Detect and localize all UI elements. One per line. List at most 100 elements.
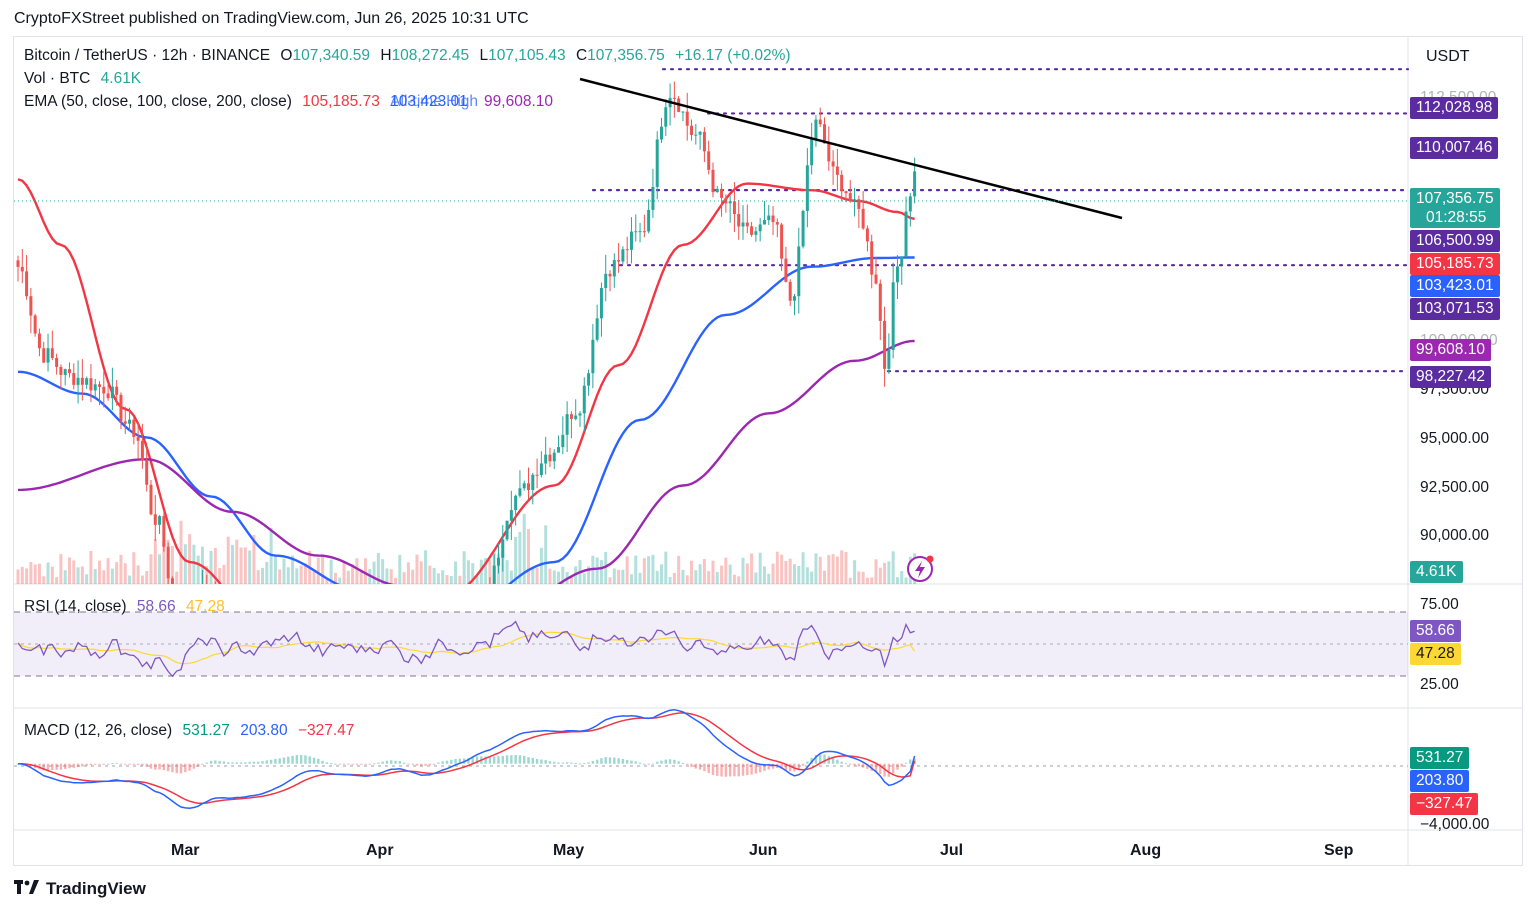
volume-bar <box>295 568 299 584</box>
volume-bar <box>436 573 440 584</box>
macd-hist-bar <box>145 763 148 767</box>
volume-bar <box>595 557 599 584</box>
macd-hist-bar <box>651 763 655 765</box>
candle-body <box>771 215 775 223</box>
candle-body <box>870 241 874 275</box>
volume-bar <box>677 555 681 584</box>
macd-hist-bar <box>308 756 311 764</box>
candle-body <box>115 386 119 395</box>
macd-hist-bar <box>458 758 462 764</box>
macd-hist-bar <box>390 760 393 764</box>
ema-label: EMA (50, close, 100, close, 200, close) <box>24 93 292 110</box>
macd-hist-bar <box>750 763 753 775</box>
macd-hist-bar <box>437 762 440 764</box>
volume-bar <box>149 554 153 584</box>
change-value: +16.17 (+0.02%) <box>675 47 791 64</box>
volume-bar <box>325 577 329 584</box>
volume-bar <box>42 576 46 584</box>
time-tick: Jul <box>940 842 964 859</box>
candle-body <box>634 231 638 233</box>
macd-hist-bar <box>733 763 736 777</box>
close-value: 107,356.75 <box>587 47 665 64</box>
volume-bar <box>784 560 788 584</box>
volume-bar <box>745 563 749 584</box>
candle-body <box>428 713 431 714</box>
price-candles <box>16 81 917 714</box>
volume-bar <box>145 571 149 584</box>
candle-body <box>158 516 162 525</box>
candle-body <box>861 208 865 229</box>
macd-hist-bar <box>836 759 839 764</box>
volume-bar <box>582 573 586 584</box>
volume-bar <box>398 554 402 584</box>
volume-bar <box>544 525 548 584</box>
candle-body <box>76 377 80 385</box>
macd-hist-bar <box>364 763 367 765</box>
volume-bar <box>63 570 67 584</box>
macd-label: MACD (12, 26, close) <box>24 722 173 739</box>
macd-hist-bar <box>381 761 384 764</box>
macd-hist-bar <box>621 759 625 764</box>
macd-hist-bar <box>192 763 196 769</box>
volume-bar <box>488 559 492 584</box>
candle-body <box>59 366 63 375</box>
price-tick: 95,000.00 <box>1420 430 1489 447</box>
volume-bar <box>900 571 904 584</box>
candle-body <box>37 333 41 349</box>
volume-bar <box>518 532 522 584</box>
candle-body <box>720 188 724 198</box>
volume-bar <box>895 577 899 584</box>
candle-body <box>737 214 741 227</box>
ema100-value: 103,423.01 <box>390 93 468 110</box>
macd-hist-bar <box>698 763 702 770</box>
macd-hist-bar <box>728 763 732 777</box>
volume-bar <box>707 571 711 584</box>
volume-bar <box>557 571 561 584</box>
candle-body <box>16 260 20 267</box>
volume-bar <box>363 558 367 584</box>
volume-bar <box>282 558 286 584</box>
candle-body <box>476 604 479 611</box>
macd-tag: 531.27 <box>1410 747 1470 769</box>
macd-hist-bar <box>55 763 58 770</box>
macd-hist-bar <box>720 763 723 777</box>
macd-hist-bar <box>780 763 783 769</box>
volume-bar <box>827 555 831 584</box>
volume-bar <box>179 520 183 584</box>
candle-body <box>153 514 157 525</box>
time-tick: Aug <box>1130 842 1162 859</box>
volume-legend[interactable]: Vol · BTC 4.61K <box>24 70 147 88</box>
macd-hist-bar <box>638 762 642 764</box>
macd-hist-bar <box>63 763 67 769</box>
macd-hist-bar <box>570 762 573 764</box>
macd-hist-bar <box>141 763 144 766</box>
time-tick: Apr <box>366 842 394 859</box>
ema-legend[interactable]: EMA (50, close, 100, close, 200, close) … <box>24 93 559 111</box>
volume-bar <box>612 568 616 584</box>
volume-bar <box>737 576 741 584</box>
tradingview-brand[interactable]: TradingView <box>14 878 146 899</box>
volume-bar <box>29 562 33 584</box>
flash-alert-icon[interactable] <box>907 555 934 582</box>
volume-bar <box>338 577 342 584</box>
symbol-legend[interactable]: Bitcoin / TetherUS · 12h · BINANCE O107,… <box>24 47 797 65</box>
volume-bar <box>278 569 282 584</box>
macd-hist-bar <box>269 759 273 764</box>
candle-body <box>480 603 483 605</box>
volume-bar <box>539 547 543 584</box>
currency-unit[interactable]: USDT <box>1426 48 1470 65</box>
volume-bar <box>265 561 269 584</box>
open-value: 107,340.59 <box>292 47 371 64</box>
macd-legend[interactable]: MACD (12, 26, close) 531.27 203.80 −327.… <box>24 722 360 740</box>
candle-body <box>595 318 599 340</box>
macd-hist-bar <box>115 762 118 764</box>
last-price-tag: 107,356.75 01:28:55 <box>1410 188 1500 228</box>
volume-bar <box>20 566 24 584</box>
candle-body <box>621 249 625 262</box>
rsi-legend[interactable]: RSI (14, close) 58.66 47.28 <box>24 598 231 616</box>
candle-body <box>123 421 127 424</box>
volume-bar <box>625 556 629 584</box>
macd-hist-bar <box>385 760 389 764</box>
candle-body <box>724 197 728 204</box>
